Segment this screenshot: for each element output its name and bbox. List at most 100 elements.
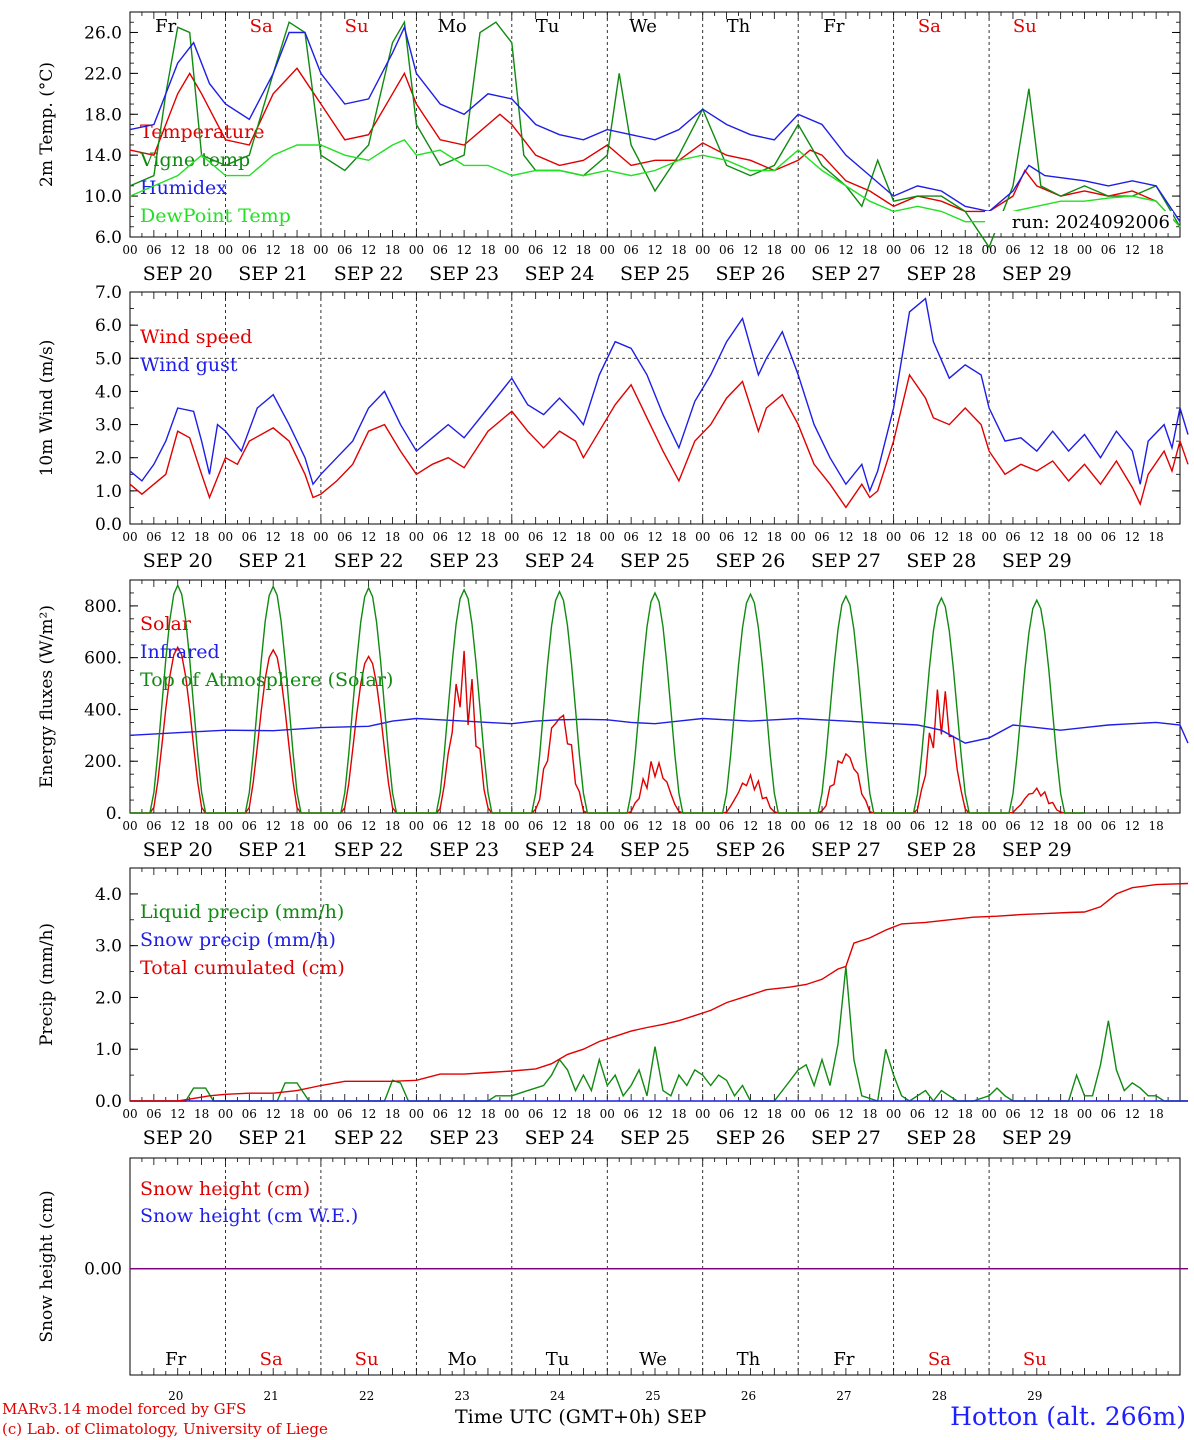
series-line-infrared [129, 717, 1189, 744]
hour-label: 06 [242, 243, 257, 257]
hour-label: 00 [1077, 1107, 1092, 1121]
y-tick-label: 0. [106, 804, 122, 824]
hour-label: 12 [266, 1107, 281, 1121]
panel-3: Energy fluxes (W/m²) 0. 200. 400. 600. 800. So… [37, 579, 1189, 861]
hour-label: 12 [934, 530, 949, 544]
weekday-label-bottom: Fr [833, 1349, 854, 1370]
y-axis-label: 10m Wind (m/s) [37, 340, 57, 477]
y-tick-label: 5.0 [95, 349, 122, 369]
hour-label: 06 [1005, 1107, 1020, 1121]
hour-label: 12 [361, 530, 376, 544]
hour-label: 00 [218, 530, 233, 544]
hour-label: 18 [385, 530, 400, 544]
weekday-label-bottom: Su [355, 1349, 379, 1370]
hour-label: 12 [552, 819, 567, 833]
hour-label: 00 [504, 530, 519, 544]
day-label: SEP 26 [716, 550, 786, 572]
day-label: SEP 20 [143, 839, 213, 861]
day-label: SEP 27 [811, 550, 881, 572]
hour-label: 12 [456, 819, 471, 833]
day-label: SEP 27 [811, 839, 881, 861]
hour-label: 06 [433, 1107, 448, 1121]
hour-label: 00 [600, 1107, 615, 1121]
hour-label: 12 [552, 1107, 567, 1121]
weekday-label-top: Tu [536, 16, 560, 37]
hour-label: 12 [1125, 1107, 1140, 1121]
legend-entry: Solar [140, 613, 192, 635]
hour-label: 00 [886, 819, 901, 833]
hour-label: 00 [1077, 243, 1092, 257]
day-label: SEP 20 [143, 1127, 213, 1149]
hour-label: 18 [862, 243, 877, 257]
y-tick-label: 200. [84, 752, 122, 772]
hour-label: 18 [862, 819, 877, 833]
hour-label: 12 [647, 243, 662, 257]
legend-entry: Vigne temp [139, 149, 250, 171]
weekday-label-top: Th [727, 16, 751, 37]
series-line-wind-speed [129, 373, 1189, 509]
hour-label: 18 [385, 819, 400, 833]
hour-label: 18 [671, 530, 686, 544]
weekday-label-top: Sa [250, 16, 273, 37]
weekday-label-bottom: Th [737, 1349, 761, 1370]
hour-label: 00 [1077, 530, 1092, 544]
day-label: SEP 28 [906, 550, 976, 572]
day-label: SEP 21 [238, 1127, 308, 1149]
panel-4: Precip (mm/h) 0.0 1.0 2.0 3.0 4.0 Liquid preci… [37, 867, 1189, 1149]
hour-label: 12 [647, 530, 662, 544]
y-axis-label: Precip (mm/h) [37, 923, 57, 1046]
panel-1: 2m Temp. (°C) 6.0 10.0 14.0 18.0 22.0 26.0 Temp… [37, 11, 1181, 285]
hour-label: 00 [981, 243, 996, 257]
legend-entry: Humidex [140, 177, 227, 199]
y-tick-label: 800. [84, 597, 122, 617]
run-label-bg [985, 211, 1173, 233]
hour-label: 00 [122, 530, 137, 544]
series-line-liquid-precip-mm-h- [130, 966, 1188, 1103]
station-name: Hotton (alt. 266m) [950, 1402, 1186, 1431]
day-label: SEP 29 [1002, 263, 1072, 285]
weekday-label-top: Sa [918, 16, 941, 37]
hour-label: 00 [791, 1107, 806, 1121]
hour-label: 12 [170, 1107, 185, 1121]
hour-label: 00 [695, 819, 710, 833]
y-tick-label: 1.0 [95, 482, 122, 502]
weekday-label-top: Su [345, 16, 369, 37]
day-label: SEP 28 [906, 263, 976, 285]
day-label: SEP 20 [143, 263, 213, 285]
hour-label: 12 [456, 1107, 471, 1121]
y-tick-label: 1.0 [95, 1040, 122, 1060]
day-number: 26 [741, 1389, 756, 1403]
hour-label: 06 [146, 1107, 161, 1121]
hour-label: 12 [743, 243, 758, 257]
legend-entry: Liquid precip (mm/h) [140, 901, 344, 923]
hour-label: 00 [695, 530, 710, 544]
y-tick-label: 2.0 [95, 988, 122, 1008]
hour-label: 00 [218, 1107, 233, 1121]
y-tick-label: 4.0 [95, 382, 122, 402]
day-number: 27 [836, 1389, 851, 1403]
hour-label: 06 [1101, 1107, 1116, 1121]
hour-label: 12 [170, 530, 185, 544]
day-label: SEP 22 [334, 839, 404, 861]
hour-label: 06 [910, 243, 925, 257]
hour-label: 06 [433, 243, 448, 257]
hour-label: 12 [1029, 530, 1044, 544]
hour-label: 00 [886, 243, 901, 257]
legend-entry: Infrared [140, 641, 220, 663]
hour-label: 06 [719, 530, 734, 544]
hour-label: 06 [242, 1107, 257, 1121]
hour-label: 06 [337, 243, 352, 257]
hour-label: 18 [862, 1107, 877, 1121]
hour-label: 18 [767, 1107, 782, 1121]
hour-label: 06 [146, 243, 161, 257]
day-label: SEP 21 [238, 263, 308, 285]
day-label: SEP 21 [238, 550, 308, 572]
hour-label: 00 [695, 243, 710, 257]
weekday-label-bottom: Tu [546, 1349, 570, 1370]
hour-label: 12 [1125, 530, 1140, 544]
hour-label: 00 [886, 530, 901, 544]
hour-label: 06 [719, 1107, 734, 1121]
weekday-label-top: We [629, 16, 657, 37]
hour-label: 12 [1125, 819, 1140, 833]
